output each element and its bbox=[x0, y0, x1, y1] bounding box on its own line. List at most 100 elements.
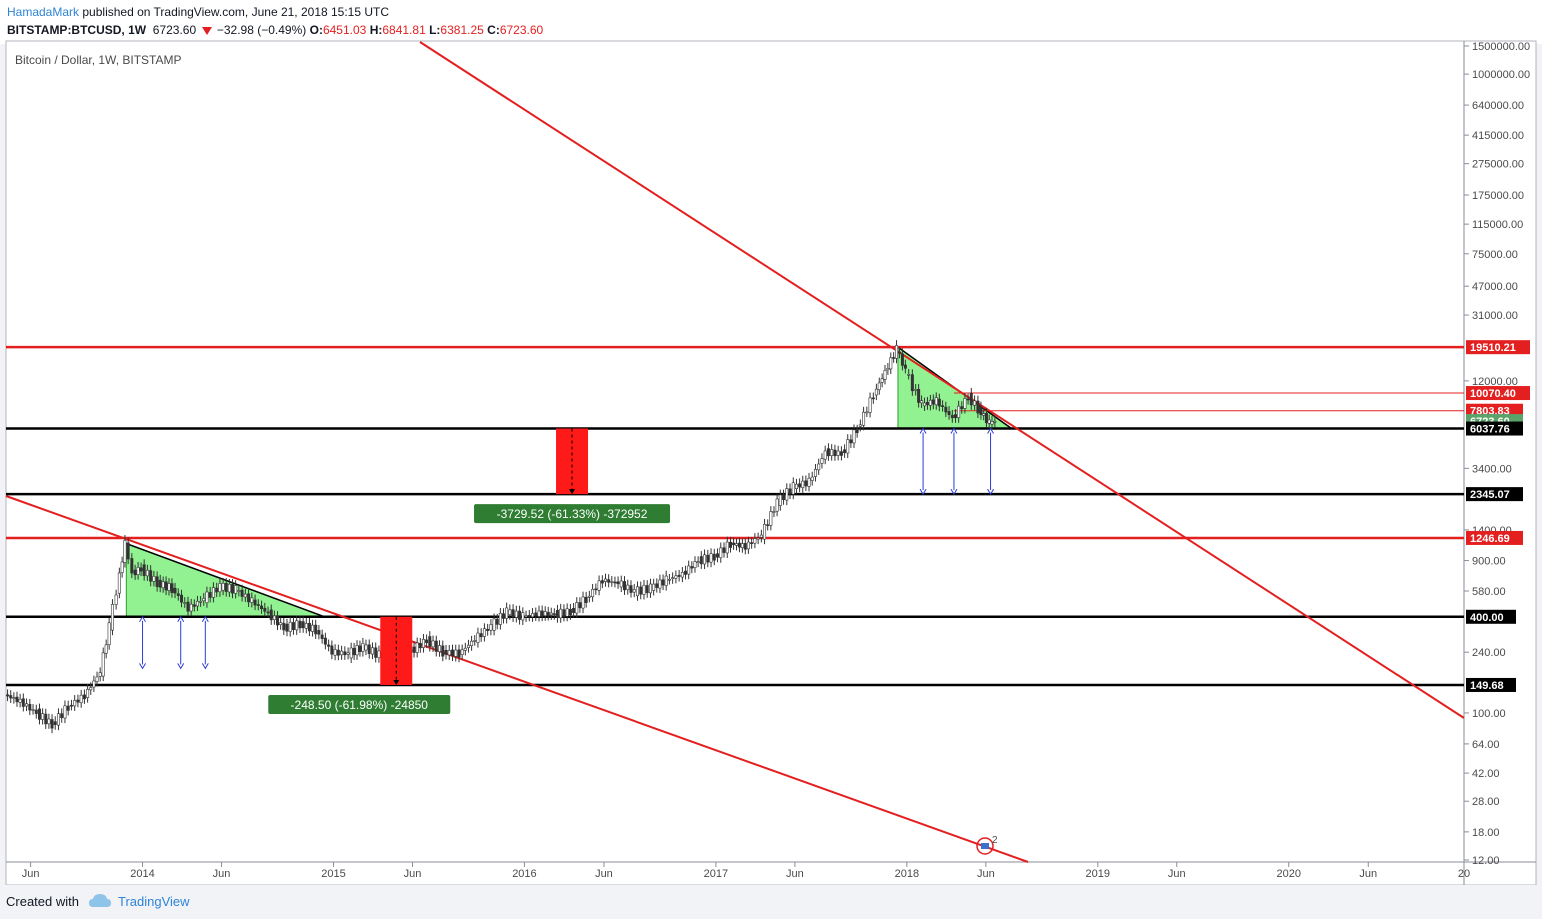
price-level-label-box bbox=[1466, 677, 1516, 692]
candle-down bbox=[623, 581, 627, 591]
candle-up bbox=[521, 612, 525, 621]
candle-up bbox=[221, 582, 225, 591]
candle-up bbox=[565, 608, 569, 617]
x-tick-label: Jun bbox=[213, 868, 231, 880]
candle-down bbox=[186, 601, 190, 612]
candle-down bbox=[314, 624, 318, 635]
candle-down bbox=[457, 649, 461, 658]
candle-down bbox=[502, 613, 506, 619]
candle-up bbox=[895, 345, 899, 359]
candle-down bbox=[343, 651, 347, 656]
candle-up bbox=[852, 429, 856, 444]
candle-up bbox=[470, 640, 474, 647]
candle-down bbox=[126, 542, 130, 560]
candle-down bbox=[518, 610, 522, 620]
candle-up bbox=[591, 588, 595, 598]
candle-up bbox=[920, 400, 924, 404]
candle-up bbox=[120, 561, 124, 573]
low-label: L: bbox=[429, 23, 441, 37]
candle-down bbox=[613, 581, 617, 584]
candle-down bbox=[839, 451, 843, 456]
candle-down bbox=[367, 644, 371, 654]
candle-up bbox=[559, 608, 563, 619]
tradingview-cloud-icon bbox=[89, 894, 111, 907]
candle-down bbox=[750, 542, 754, 544]
candle-down bbox=[155, 576, 159, 587]
candle-down bbox=[534, 612, 538, 617]
low-value: 6381.25 bbox=[440, 23, 484, 37]
candle-up bbox=[973, 400, 977, 406]
candle-up bbox=[817, 463, 821, 471]
candle-up bbox=[877, 382, 881, 391]
price-level-label: 10070.40 bbox=[1470, 388, 1516, 400]
price-level-label: 400.00 bbox=[1470, 612, 1504, 624]
candle-down bbox=[428, 636, 432, 647]
arrow-head-up-icon bbox=[950, 427, 958, 434]
candle-down bbox=[130, 558, 134, 574]
candle-up bbox=[514, 610, 518, 618]
candle-down bbox=[139, 567, 143, 572]
candle-up bbox=[498, 612, 502, 625]
candle-up bbox=[667, 579, 671, 581]
candle-up bbox=[86, 688, 90, 698]
y-tick-label: 640000.00 bbox=[1472, 100, 1524, 112]
y-tick-label: 1000000.00 bbox=[1472, 69, 1530, 81]
candle-up bbox=[476, 632, 480, 643]
candle-up bbox=[189, 603, 193, 612]
candle-up bbox=[785, 488, 789, 501]
arrow-head-icon bbox=[393, 679, 400, 685]
candle-up bbox=[473, 640, 477, 642]
candle-down bbox=[298, 620, 302, 629]
created-with-text: Created with bbox=[6, 894, 79, 909]
candle-down bbox=[732, 542, 736, 546]
candle-up bbox=[693, 561, 697, 568]
candle-up bbox=[772, 511, 776, 513]
candle-up bbox=[581, 596, 585, 609]
candle-up bbox=[823, 450, 827, 460]
candle-down bbox=[352, 648, 356, 656]
candle-up bbox=[63, 705, 67, 719]
candle-down bbox=[722, 547, 726, 553]
candle-down bbox=[173, 587, 177, 594]
candle-down bbox=[50, 719, 54, 729]
x-tick-label: 2018 bbox=[895, 868, 919, 880]
candle-up bbox=[167, 583, 171, 591]
candle-down bbox=[871, 397, 875, 400]
candle-down bbox=[317, 630, 321, 635]
arrow-head-up-icon bbox=[987, 427, 994, 434]
candle-down bbox=[6, 694, 10, 697]
candle-up bbox=[295, 620, 299, 631]
y-tick-label: 3400.00 bbox=[1472, 463, 1512, 475]
price-level-label-box bbox=[1466, 340, 1530, 355]
y-tick-label: 64.00 bbox=[1472, 739, 1500, 751]
candle-down bbox=[798, 483, 802, 488]
candle-up bbox=[846, 439, 850, 454]
candle-up bbox=[195, 600, 199, 607]
candle-down bbox=[892, 357, 896, 359]
candle-down bbox=[782, 494, 786, 501]
candle-up bbox=[218, 583, 222, 593]
author-link[interactable]: HamadaMark bbox=[7, 5, 80, 19]
candle-down bbox=[82, 694, 86, 700]
arrow-head-up-icon bbox=[919, 427, 927, 434]
candle-down bbox=[552, 613, 556, 615]
candle-up bbox=[934, 397, 938, 406]
candle-up bbox=[31, 709, 35, 711]
candle-down bbox=[960, 406, 964, 410]
candle-up bbox=[123, 540, 127, 563]
candle-up bbox=[136, 567, 140, 575]
high-label: H: bbox=[369, 23, 383, 37]
price-level-label-box bbox=[1466, 386, 1530, 401]
y-tick-label: 580.00 bbox=[1472, 586, 1506, 598]
price-level-label: 1246.69 bbox=[1470, 533, 1510, 545]
price-chart[interactable]: -3729.52 (-61.33%) -372952 -248.50 (-61.9… bbox=[0, 0, 1542, 885]
candle-up bbox=[696, 561, 700, 563]
candle-up bbox=[791, 482, 795, 495]
candle-down bbox=[247, 593, 251, 603]
tradingview-link[interactable]: TradingView bbox=[118, 894, 190, 909]
x-tick-label: 2014 bbox=[130, 868, 154, 880]
price-level-label-box bbox=[1466, 421, 1523, 436]
candle-up bbox=[349, 647, 353, 659]
chart-frame bbox=[5, 40, 1537, 885]
candle-down bbox=[607, 579, 611, 583]
